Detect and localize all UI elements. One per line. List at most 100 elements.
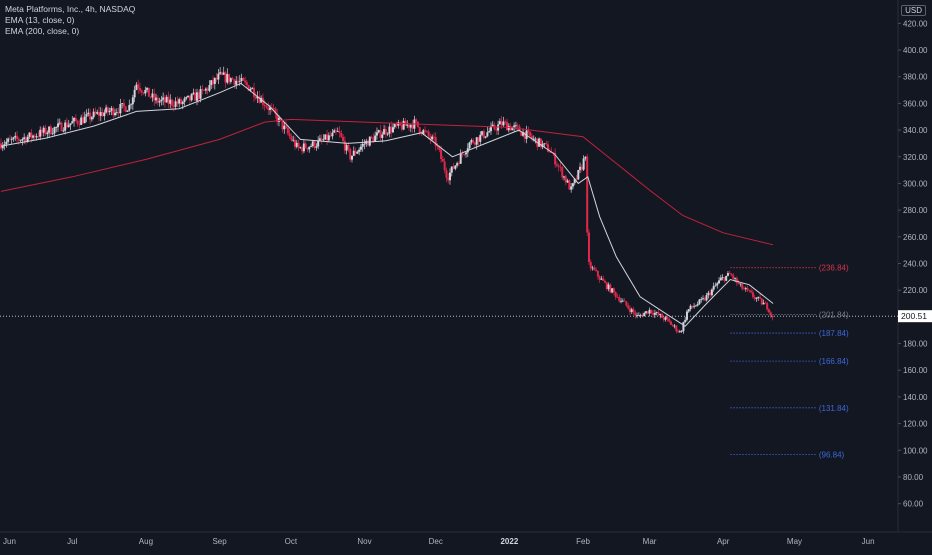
candle-up — [121, 103, 124, 105]
candle-up — [685, 311, 688, 320]
x-tick-label: Nov — [357, 537, 371, 546]
candle-down — [106, 107, 109, 113]
candle-up — [481, 131, 484, 135]
candle-down — [228, 74, 231, 82]
candle-down — [306, 148, 309, 150]
candle-up — [336, 131, 339, 132]
candle-down — [440, 149, 443, 159]
candle-down — [618, 297, 621, 302]
candle-up — [532, 138, 535, 140]
candle-down — [602, 278, 605, 281]
candle-up — [318, 138, 321, 141]
candle-up — [507, 125, 510, 131]
candle-up — [96, 112, 99, 114]
candle-down — [270, 107, 273, 109]
candle-down — [338, 131, 341, 134]
candle-up — [219, 72, 222, 74]
candle-up — [35, 136, 38, 138]
candle-down — [408, 124, 411, 128]
candle-up — [331, 132, 334, 137]
x-tick-label: Dec — [429, 537, 443, 546]
candle-up — [80, 117, 83, 125]
candle-up — [659, 314, 662, 316]
candle-up — [422, 130, 425, 134]
candle-down — [201, 89, 204, 91]
candle-up — [115, 112, 118, 113]
candle-down — [117, 112, 120, 114]
candle-down — [614, 292, 617, 297]
candle-down — [340, 133, 343, 137]
candle-down — [500, 121, 503, 126]
candle-up — [238, 80, 241, 82]
legend-ema-fast: EMA (13, close, 0) — [5, 15, 75, 25]
candle-up — [58, 122, 61, 124]
candle-down — [652, 312, 655, 315]
candle-down — [675, 325, 678, 332]
legend-ema-slow: EMA (200, close, 0) — [5, 26, 80, 36]
candle-up — [222, 72, 225, 75]
currency-label[interactable]: USD — [901, 5, 926, 16]
candle-up — [99, 112, 102, 116]
candle-down — [147, 87, 150, 97]
candle-down — [343, 141, 346, 151]
candle-up — [1, 145, 4, 149]
candle-up — [714, 285, 717, 287]
candle-up — [283, 125, 286, 130]
candle-down — [447, 177, 450, 181]
candle-down — [728, 273, 731, 274]
candle-down — [370, 136, 373, 138]
candle-down — [263, 104, 266, 107]
candle-up — [14, 135, 17, 138]
candle-down — [334, 130, 337, 132]
candle-up — [725, 275, 728, 281]
candle-up — [710, 289, 713, 296]
candle-up — [114, 112, 117, 116]
candle-up — [468, 142, 471, 149]
candle-down — [8, 138, 11, 140]
candle-up — [12, 137, 15, 140]
candle-up — [563, 176, 566, 178]
candle-up — [621, 300, 624, 302]
candle-down — [771, 315, 774, 318]
candle-down — [293, 139, 296, 147]
candle-up — [83, 116, 86, 124]
candle-down — [425, 131, 428, 133]
candle-down — [627, 305, 630, 309]
candle-down — [342, 136, 345, 142]
candle-up — [484, 136, 487, 138]
y-tick-label: 360.00 — [903, 99, 928, 108]
candle-down — [586, 156, 589, 233]
y-tick-label: 160.00 — [903, 366, 928, 375]
candle-down — [138, 87, 141, 91]
candle-down — [17, 138, 20, 141]
candle-down — [89, 112, 92, 120]
candle-down — [112, 108, 115, 116]
candle-down — [473, 142, 476, 145]
candle-up — [302, 143, 305, 152]
y-tick-label: 300.00 — [903, 179, 928, 188]
candle-up — [705, 295, 708, 301]
candle-down — [163, 97, 166, 103]
candle-down — [354, 150, 357, 154]
candle-down — [634, 312, 637, 316]
candle-up — [393, 124, 396, 128]
candle-up — [475, 137, 478, 145]
candle-down — [504, 121, 507, 123]
x-tick-label: Oct — [285, 537, 298, 546]
candle-up — [351, 155, 354, 160]
level-label: (236.84) — [819, 264, 849, 273]
candle-down — [575, 178, 578, 180]
candle-down — [723, 277, 726, 281]
candle-up — [260, 97, 263, 103]
candle-down — [171, 99, 174, 106]
candle-down — [520, 131, 523, 136]
candle-up — [584, 156, 587, 159]
x-tick-label: Jun — [3, 537, 16, 546]
candle-up — [511, 127, 514, 131]
candle-up — [62, 130, 65, 132]
candle-up — [570, 186, 573, 190]
candle-up — [46, 132, 49, 135]
candle-down — [548, 151, 551, 153]
